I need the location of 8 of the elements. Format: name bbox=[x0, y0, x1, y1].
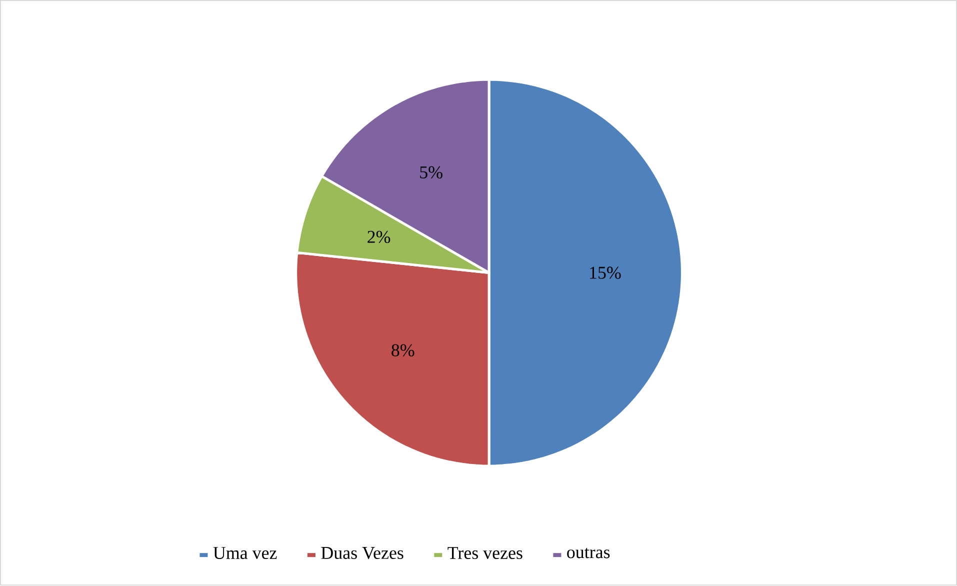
legend-label: outras bbox=[567, 548, 610, 558]
data-label: 2% bbox=[368, 231, 390, 244]
data-label: 5% bbox=[420, 166, 442, 179]
legend-label: Uma vez bbox=[213, 547, 277, 560]
legend-label: Duas Vezes bbox=[321, 547, 404, 560]
legend-label: Tres vezes bbox=[448, 547, 522, 560]
data-label: 8% bbox=[392, 344, 414, 357]
data-label: 15% bbox=[590, 266, 621, 280]
